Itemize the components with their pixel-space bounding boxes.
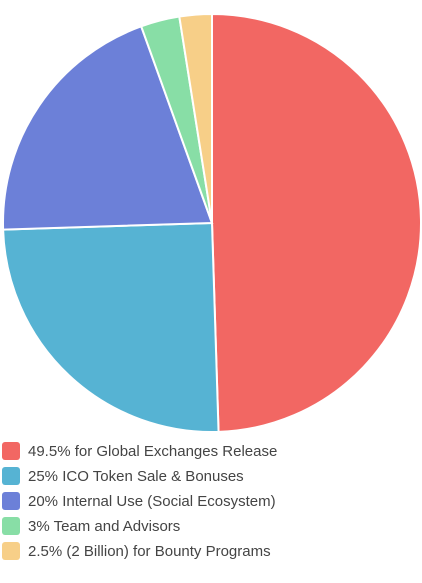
legend-swatch bbox=[2, 542, 20, 560]
pie-slice bbox=[2, 221, 220, 433]
legend-label: 49.5% for Global Exchanges Release bbox=[28, 443, 277, 460]
pie-slice bbox=[211, 12, 422, 433]
legend-label: 20% Internal Use (Social Ecosystem) bbox=[28, 493, 276, 510]
legend-swatch bbox=[2, 467, 20, 485]
pie-slice bbox=[2, 25, 214, 231]
legend-label: 2.5% (2 Billion) for Bounty Programs bbox=[28, 543, 271, 560]
legend-label: 25% ICO Token Sale & Bonuses bbox=[28, 468, 244, 485]
legend-swatch bbox=[2, 442, 20, 460]
legend-swatch bbox=[2, 517, 20, 535]
pie-slice bbox=[178, 12, 213, 224]
legend-swatch bbox=[2, 492, 20, 510]
legend-label: 3% Team and Advisors bbox=[28, 518, 180, 535]
